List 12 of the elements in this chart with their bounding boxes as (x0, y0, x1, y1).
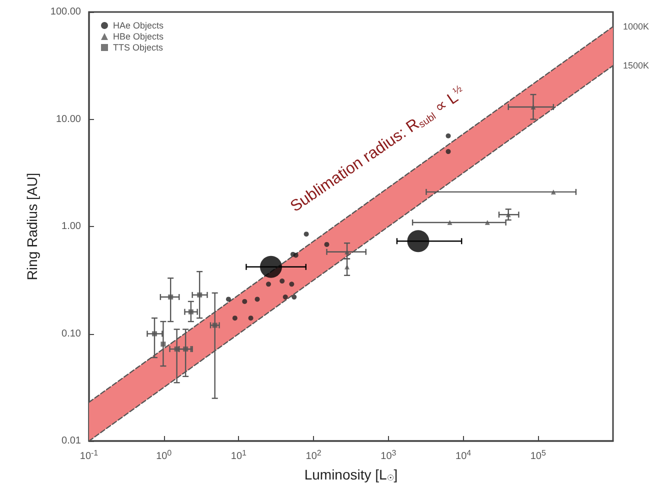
y-tick-label: 0.10 (62, 328, 82, 340)
legend-label: HAe Objects (113, 20, 164, 30)
series-label: 1500K (623, 60, 650, 71)
y-axis-title: Ring Radius [AU] (24, 172, 40, 280)
x-axis-title: Luminosity [L☉] (304, 466, 398, 482)
legend-label: TTS Objects (113, 42, 164, 52)
y-tick-label: 1.00 (62, 221, 82, 232)
y-tick-label: 10.00 (56, 114, 82, 125)
legend-label: HBe Objects (113, 32, 164, 42)
y-tick-label: 100.00 (50, 6, 82, 18)
y-tick-label: 0.01 (62, 436, 82, 446)
series-label: 1000K (623, 22, 650, 32)
